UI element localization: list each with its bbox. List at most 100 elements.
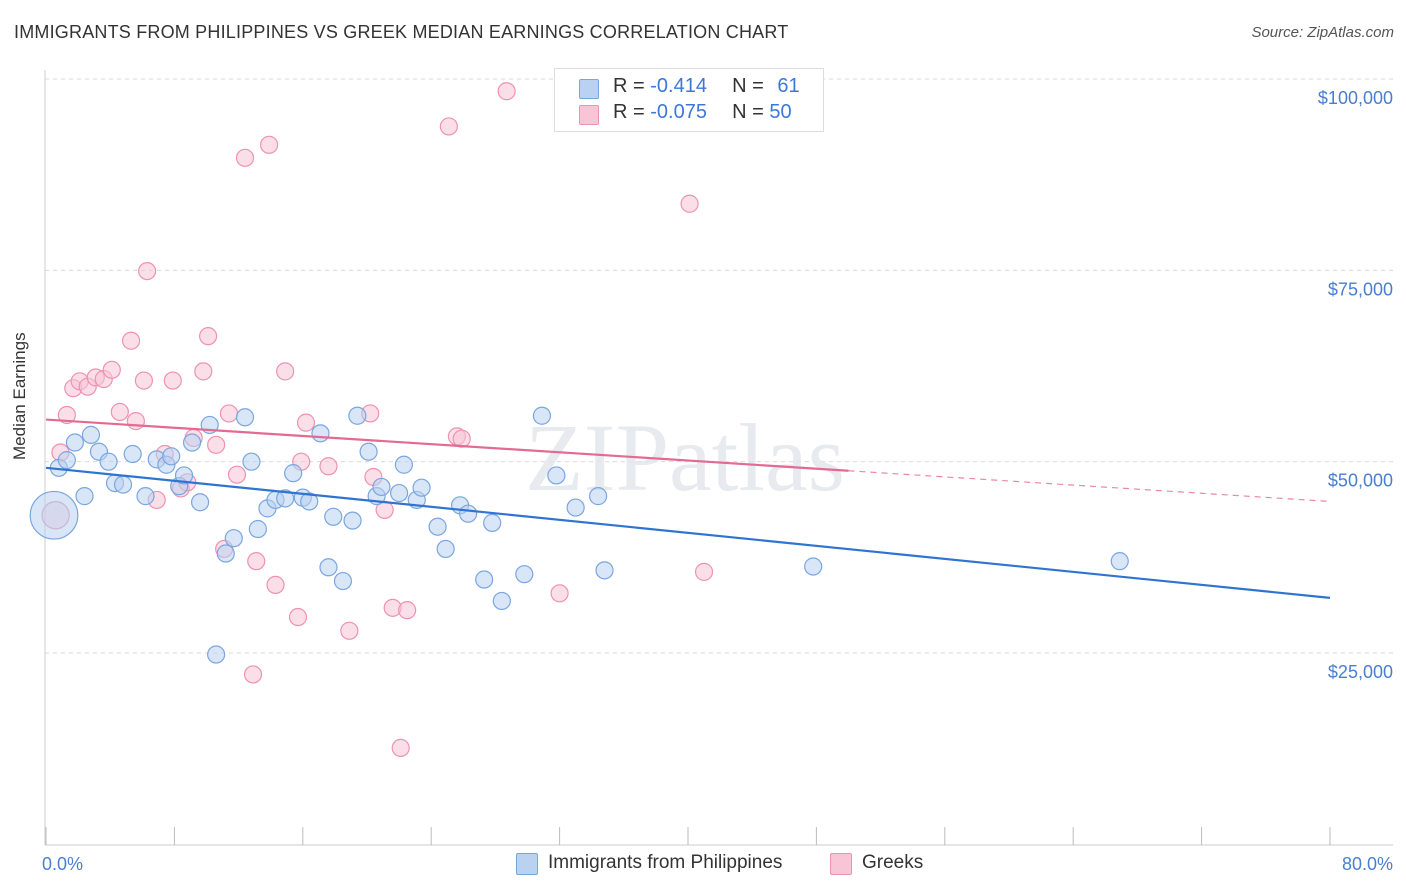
philippines-point [804,557,823,576]
greeks-point [227,465,247,484]
philippines-point [216,544,235,563]
axes [44,70,1393,846]
philippines-point [412,478,431,497]
philippines-point [343,511,362,530]
y-tick-label: $25,000 [1328,662,1393,682]
greeks-point [121,331,141,350]
philippines-point [595,561,614,580]
philippines-point [224,529,243,548]
philippines-point [182,433,202,452]
blue-swatch [516,853,538,875]
r-value: -0.075 [650,101,707,123]
philippines-point [492,591,511,611]
greeks-point [550,584,569,603]
philippines-point [372,477,391,497]
philippines-point [248,519,267,539]
source-credit: Source: ZipAtlas.com [1251,24,1394,41]
r-label: R = [613,75,651,97]
philippines-point [566,498,585,517]
philippines-point [235,408,255,427]
philippines-point [65,433,84,452]
philippines-point [174,466,194,485]
n-label: N = [732,75,770,97]
philippines-point [207,645,226,664]
greeks-point [391,738,410,758]
greeks-point [340,621,359,640]
greeks-point [163,371,182,390]
philippines-point [123,444,142,464]
tick-labels: $25,000 $50,000 $75,000 $100,000 0.0% 80.0% [42,88,1393,874]
philippines-point [29,490,79,540]
philippines-point [483,513,502,532]
philippines-point [1110,552,1129,571]
greeks-trend-line-extension [848,470,1331,503]
greeks-point [296,413,316,432]
greeks-point [276,362,295,381]
greeks-trend-line [45,418,849,472]
philippines-point [300,492,319,511]
philippines-point [57,451,76,470]
philippines-trend-line [45,466,1331,599]
trend-lines [45,418,1331,599]
philippines-point [333,571,353,591]
philippines-point [532,406,552,425]
x-tick-label: 0.0% [42,854,83,874]
stats-legend: R = -0.414 N = 61 R = -0.075 N = 50 [554,68,824,132]
greeks-point [288,607,308,627]
greeks-point [439,117,458,136]
greeks-point [243,665,263,684]
greeks-point [680,194,699,213]
x-tick-label: 80.0% [1342,854,1393,874]
pink-swatch [830,853,852,875]
n-label: N = [732,101,770,123]
greeks-point [57,405,76,425]
philippines-point [394,455,414,474]
y-tick-label: $50,000 [1328,471,1393,491]
philippines-point [359,442,378,461]
philippines-point [589,487,608,506]
gridlines [45,78,1393,654]
r-value: -0.414 [650,75,707,97]
legend-label-greeks: Greeks [862,852,924,873]
philippines-point [459,504,478,523]
greeks-point [134,371,154,390]
philippines-points [29,406,1129,664]
y-tick-label: $100,000 [1318,88,1393,108]
blue-swatch [579,79,599,99]
greeks-point [194,362,213,381]
philippines-point [81,425,101,444]
greeks-point [497,82,516,101]
greeks-point [110,402,129,422]
philippines-point [75,487,94,506]
philippines-point [242,452,261,471]
greeks-point [138,261,157,281]
greeks-point [126,412,145,431]
greeks-point [694,562,714,581]
philippines-point [113,475,133,494]
legend-label-philippines: Immigrants from Philippines [548,852,783,873]
pink-swatch [579,105,599,125]
philippines-point [136,487,155,506]
philippines-point [276,489,295,508]
greeks-point [259,135,279,154]
philippines-point [99,452,118,471]
n-value: 50 [769,101,792,123]
philippines-point [319,558,338,577]
philippines-point [436,539,455,559]
greeks-point [398,601,417,620]
philippines-point [190,493,210,512]
watermark: ZIPatlas [525,404,845,511]
philippines-point [475,570,494,589]
n-value: 61 [777,75,800,97]
greeks-point [319,457,338,476]
philippines-point [390,483,409,503]
philippines-point [348,406,367,425]
greeks-point [266,575,285,594]
philippines-point [162,447,181,466]
philippines-point [547,466,566,485]
greeks-point [247,552,266,571]
philippines-point [324,507,343,526]
philippines-point [428,517,447,536]
r-label: R = [613,101,651,123]
